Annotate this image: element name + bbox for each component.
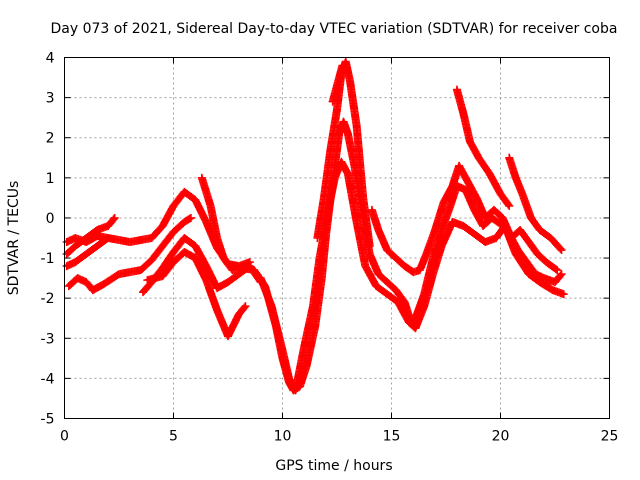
axis-ticks: 0 5 10 15 20 25 -5 -4 -3 -2 -1 0 1 2 3 4 (41, 51, 619, 445)
x-tick-label: 20 (492, 429, 510, 445)
x-tick-label: 15 (383, 429, 401, 445)
y-axis-label: SDTVAR / TECUs (6, 181, 22, 296)
y-tick-label: -4 (41, 371, 55, 387)
x-tick-label: 5 (169, 429, 178, 445)
y-tick-label: -3 (41, 331, 55, 347)
y-tick-label: 3 (46, 91, 55, 107)
y-tick-label: 2 (46, 131, 55, 147)
data-point (553, 266, 562, 275)
data-series (62, 57, 568, 395)
data-point (241, 302, 250, 311)
data-point (338, 61, 347, 70)
y-tick-label: 1 (46, 171, 55, 187)
series-track-11 (367, 161, 562, 277)
data-point (185, 214, 194, 223)
y-tick-label: 4 (46, 51, 55, 67)
data-point (110, 213, 119, 222)
data-point (104, 234, 113, 242)
series-track-12 (452, 85, 514, 210)
data-point (557, 270, 566, 279)
y-tick-label: -1 (41, 251, 55, 267)
series-track-6 (143, 248, 250, 341)
series-track-8 (256, 157, 568, 395)
y-tick-label: -5 (41, 412, 55, 428)
x-tick-label: 0 (60, 429, 69, 445)
data-point (365, 242, 374, 251)
series-track-4 (64, 213, 195, 295)
y-tick-label: 0 (46, 211, 55, 227)
x-tick-label: 25 (601, 429, 619, 445)
series-track-10 (328, 61, 347, 106)
data-point (186, 213, 195, 222)
chart-title: Day 073 of 2021, Sidereal Day-to-day VTE… (51, 21, 618, 37)
series-track-2 (62, 213, 119, 259)
plot-frame (64, 57, 610, 419)
x-tick-label: 10 (274, 429, 292, 445)
data-point (557, 246, 566, 255)
data-point (559, 290, 568, 299)
data-point (556, 244, 565, 253)
data-point (505, 201, 514, 210)
x-axis-label: GPS time / hours (275, 458, 392, 474)
y-tick-label: -2 (41, 291, 55, 307)
series-track-13 (505, 153, 566, 255)
series-track-9 (313, 57, 374, 251)
